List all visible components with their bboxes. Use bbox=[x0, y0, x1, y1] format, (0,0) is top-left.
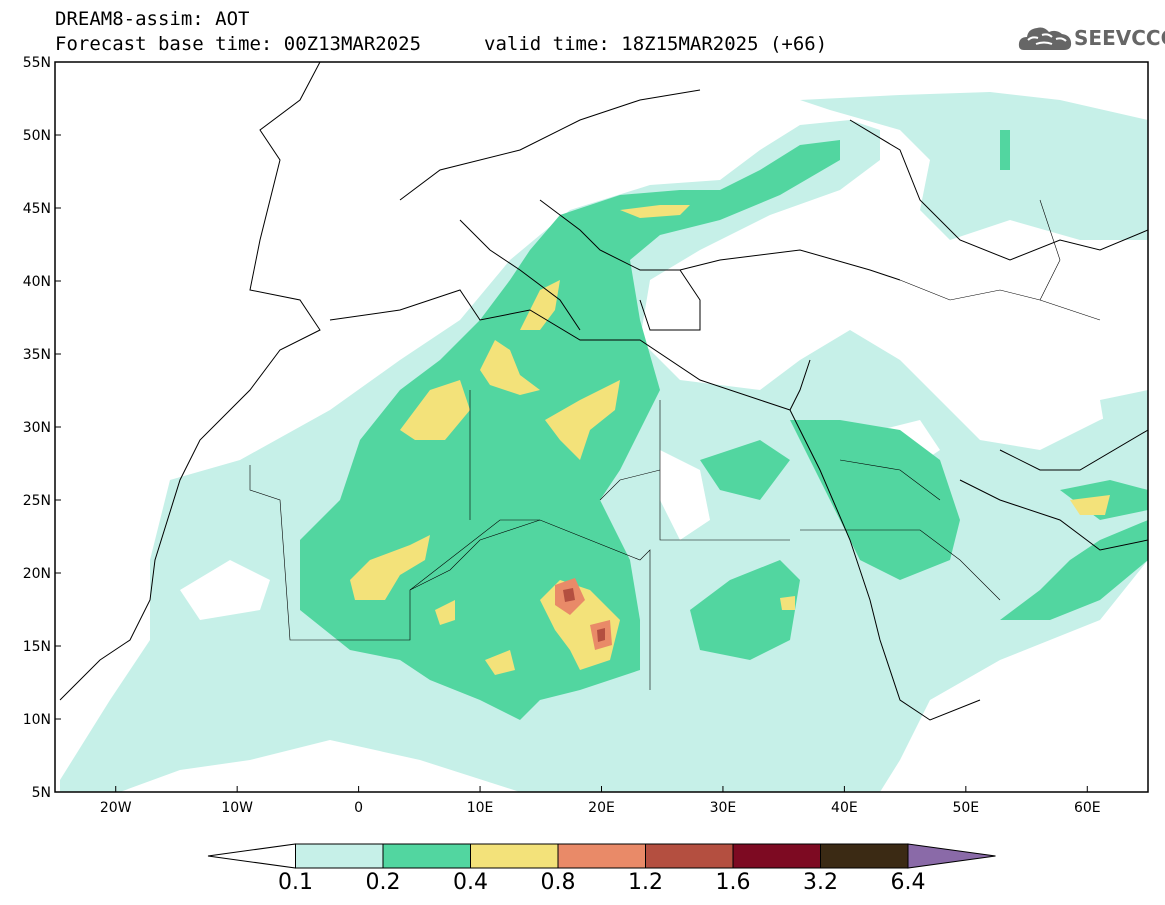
coastlines bbox=[59, 62, 1148, 721]
lon-tick-label: 10E bbox=[467, 800, 494, 816]
lat-tick-label: 10N bbox=[23, 712, 51, 728]
colorbar-segment bbox=[295, 843, 384, 869]
colorbar-high-arrow bbox=[907, 843, 996, 869]
colorbar-low-arrow bbox=[207, 843, 296, 869]
colorbar-level-label: 3.2 bbox=[803, 870, 838, 895]
lon-tick-label: 10W bbox=[221, 800, 253, 816]
colorbar-level-label: 0.1 bbox=[278, 870, 313, 895]
colorbar-level-label: 0.4 bbox=[453, 870, 488, 895]
lat-tick-label: 25N bbox=[23, 493, 51, 509]
aot-field bbox=[60, 92, 1148, 792]
lat-tick-label: 20N bbox=[23, 566, 51, 582]
lon-tick-label: 60E bbox=[1074, 800, 1101, 816]
lon-tick-label: 0 bbox=[354, 800, 363, 816]
lat-tick-label: 30N bbox=[23, 420, 51, 436]
lon-tick-label: 20E bbox=[588, 800, 615, 816]
colorbar bbox=[207, 843, 996, 869]
colorbar-level-label: 0.2 bbox=[365, 870, 401, 895]
colorbar-segment bbox=[557, 843, 646, 869]
country-borders bbox=[249, 199, 1101, 690]
colorbar-segment bbox=[645, 843, 734, 869]
colorbar-segment bbox=[732, 843, 821, 869]
cloud-icon bbox=[1018, 27, 1072, 50]
colorbar-level-label: 1.6 bbox=[715, 870, 751, 895]
lat-tick-label: 55N bbox=[23, 55, 51, 71]
map-title: DREAM8-assim: AOT bbox=[55, 8, 250, 30]
lat-tick-label: 5N bbox=[32, 785, 51, 801]
colorbar-level-label: 6.4 bbox=[890, 870, 926, 895]
lat-tick-label: 35N bbox=[23, 347, 51, 363]
longitude-axis: 20W 10W 0 10E 20E 30E 40E 50E 60E bbox=[100, 786, 1101, 816]
lon-tick-label: 40E bbox=[831, 800, 858, 816]
aot-high-levels bbox=[555, 578, 612, 650]
lat-tick-label: 50N bbox=[23, 128, 51, 144]
forecast-base-time: Forecast base time: 00Z13MAR2025 bbox=[55, 33, 422, 55]
valid-time: valid time: 18Z15MAR2025 (+66) bbox=[484, 33, 828, 55]
lat-tick-label: 45N bbox=[23, 201, 51, 217]
seevccc-logo: SEEVCCC bbox=[1018, 22, 1165, 56]
colorbar-segment bbox=[470, 843, 559, 869]
colorbar-segment bbox=[382, 843, 471, 869]
lon-tick-label: 20W bbox=[100, 800, 132, 816]
lon-tick-label: 50E bbox=[952, 800, 979, 816]
lat-tick-label: 15N bbox=[23, 639, 51, 655]
colorbar-level-label: 1.2 bbox=[628, 870, 663, 895]
colorbar-segment bbox=[820, 843, 909, 869]
latitude-axis: 55N 50N 45N 40N 35N 30N 25N 20N 15N 10N 5N bbox=[23, 55, 61, 801]
lat-tick-label: 40N bbox=[23, 274, 51, 290]
lon-tick-label: 30E bbox=[710, 800, 737, 816]
colorbar-level-label: 0.8 bbox=[540, 870, 576, 895]
logo-text: SEEVCCC bbox=[1074, 26, 1165, 50]
